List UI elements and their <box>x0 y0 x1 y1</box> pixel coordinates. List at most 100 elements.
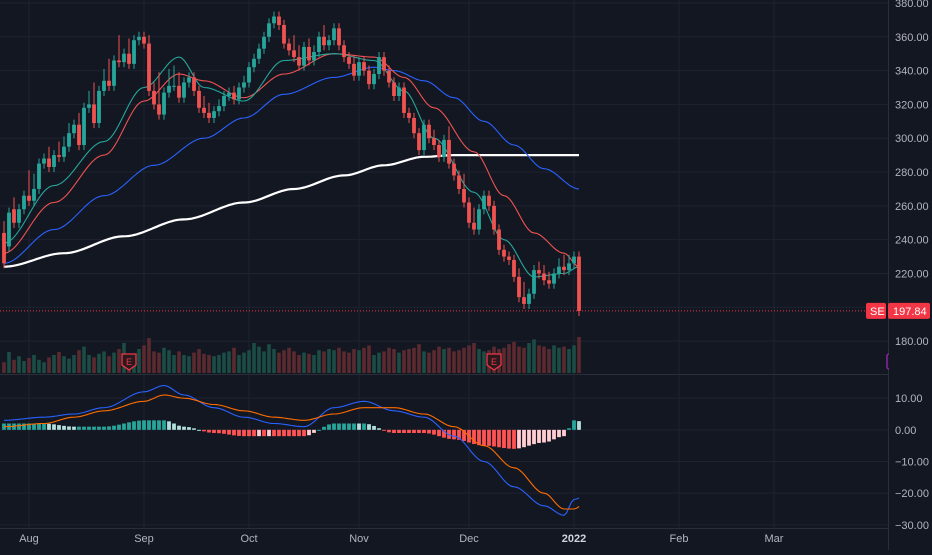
candle-body[interactable] <box>507 256 511 260</box>
candle-body[interactable] <box>187 77 191 83</box>
candle-body[interactable] <box>307 46 311 61</box>
candle-body[interactable] <box>97 90 101 124</box>
candle-body[interactable] <box>557 266 561 274</box>
candle-body[interactable] <box>567 263 571 271</box>
candle-body[interactable] <box>272 16 276 24</box>
candle-body[interactable] <box>502 249 506 257</box>
candle-body[interactable] <box>492 205 496 230</box>
candle-body[interactable] <box>152 90 156 105</box>
candle-body[interactable] <box>57 155 61 157</box>
candle-body[interactable] <box>7 212 11 247</box>
candle-body[interactable] <box>562 266 566 271</box>
candle-body[interactable] <box>277 16 281 25</box>
candle-body[interactable] <box>27 195 31 201</box>
candle-body[interactable] <box>367 70 371 85</box>
candlesticks[interactable] <box>2 11 581 317</box>
candle-body[interactable] <box>122 53 126 63</box>
candle-body[interactable] <box>357 62 361 76</box>
candle-body[interactable] <box>347 57 351 64</box>
candle-body[interactable] <box>127 53 131 64</box>
candle-body[interactable] <box>182 82 186 98</box>
candle-body[interactable] <box>537 270 541 274</box>
candle-body[interactable] <box>412 117 416 134</box>
candle-body[interactable] <box>32 188 36 201</box>
candle-body[interactable] <box>257 48 261 59</box>
candle-body[interactable] <box>17 209 21 223</box>
candle-body[interactable] <box>392 82 396 96</box>
candle-body[interactable] <box>292 50 296 58</box>
candle-body[interactable] <box>22 195 26 210</box>
candle-body[interactable] <box>577 256 581 311</box>
candle-body[interactable] <box>52 155 56 167</box>
candle-body[interactable] <box>192 77 196 91</box>
candle-body[interactable] <box>482 195 486 210</box>
candle-body[interactable] <box>222 95 226 107</box>
earnings-flag-icon[interactable]: E <box>121 353 137 371</box>
candle-body[interactable] <box>407 112 411 118</box>
candle-body[interactable] <box>432 138 436 145</box>
candle-body[interactable] <box>67 133 71 147</box>
candle-body[interactable] <box>422 124 426 151</box>
earnings-flag-icon[interactable]: E <box>486 353 502 371</box>
candle-body[interactable] <box>117 60 121 63</box>
candle-body[interactable] <box>447 139 451 164</box>
candle-body[interactable] <box>2 232 6 264</box>
candle-body[interactable] <box>377 57 381 74</box>
candle-body[interactable] <box>42 158 46 164</box>
candle-body[interactable] <box>102 80 106 91</box>
candle-body[interactable] <box>417 133 421 151</box>
candle-body[interactable] <box>82 107 86 145</box>
candle-body[interactable] <box>242 82 246 88</box>
candle-body[interactable] <box>527 293 531 304</box>
candle-body[interactable] <box>397 87 401 96</box>
candle-body[interactable] <box>157 104 161 115</box>
candle-body[interactable] <box>237 87 241 100</box>
candle-body[interactable] <box>252 58 256 68</box>
candle-body[interactable] <box>142 36 146 44</box>
candle-body[interactable] <box>497 229 501 250</box>
candle-body[interactable] <box>372 74 376 85</box>
candle-body[interactable] <box>12 209 16 223</box>
candle-body[interactable] <box>147 43 151 91</box>
candle-body[interactable] <box>462 188 466 203</box>
candle-body[interactable] <box>552 273 556 284</box>
macd-pane[interactable] <box>2 384 581 516</box>
candle-body[interactable] <box>167 85 171 93</box>
candle-body[interactable] <box>512 259 516 277</box>
candle-body[interactable] <box>427 124 431 139</box>
candle-body[interactable] <box>522 297 526 304</box>
candle-body[interactable] <box>302 46 306 66</box>
candle-body[interactable] <box>132 40 136 64</box>
candle-body[interactable] <box>337 28 341 46</box>
candle-body[interactable] <box>247 67 251 83</box>
candle-body[interactable] <box>517 276 521 298</box>
candle-body[interactable] <box>382 57 386 71</box>
candle-body[interactable] <box>362 62 366 71</box>
candle-body[interactable] <box>297 57 301 66</box>
candle-body[interactable] <box>467 202 471 223</box>
candle-body[interactable] <box>442 139 446 157</box>
candle-body[interactable] <box>437 145 441 157</box>
candle-body[interactable] <box>37 163 41 189</box>
candle-body[interactable] <box>112 60 116 86</box>
candle-body[interactable] <box>77 124 81 145</box>
candle-body[interactable] <box>47 158 51 167</box>
candle-body[interactable] <box>217 106 221 112</box>
candle-body[interactable] <box>327 40 331 46</box>
candle-body[interactable] <box>572 256 576 264</box>
candle-body[interactable] <box>457 175 461 189</box>
candle-body[interactable] <box>267 23 271 37</box>
candle-body[interactable] <box>162 92 166 115</box>
candle-body[interactable] <box>332 28 336 41</box>
candle-body[interactable] <box>312 52 316 61</box>
candle-body[interactable] <box>202 107 206 113</box>
candle-body[interactable] <box>287 43 291 51</box>
candle-body[interactable] <box>232 92 236 100</box>
candle-body[interactable] <box>92 104 96 124</box>
candle-body[interactable] <box>262 36 266 49</box>
candle-body[interactable] <box>177 85 181 98</box>
candle-body[interactable] <box>402 87 406 113</box>
candle-body[interactable] <box>352 63 356 76</box>
